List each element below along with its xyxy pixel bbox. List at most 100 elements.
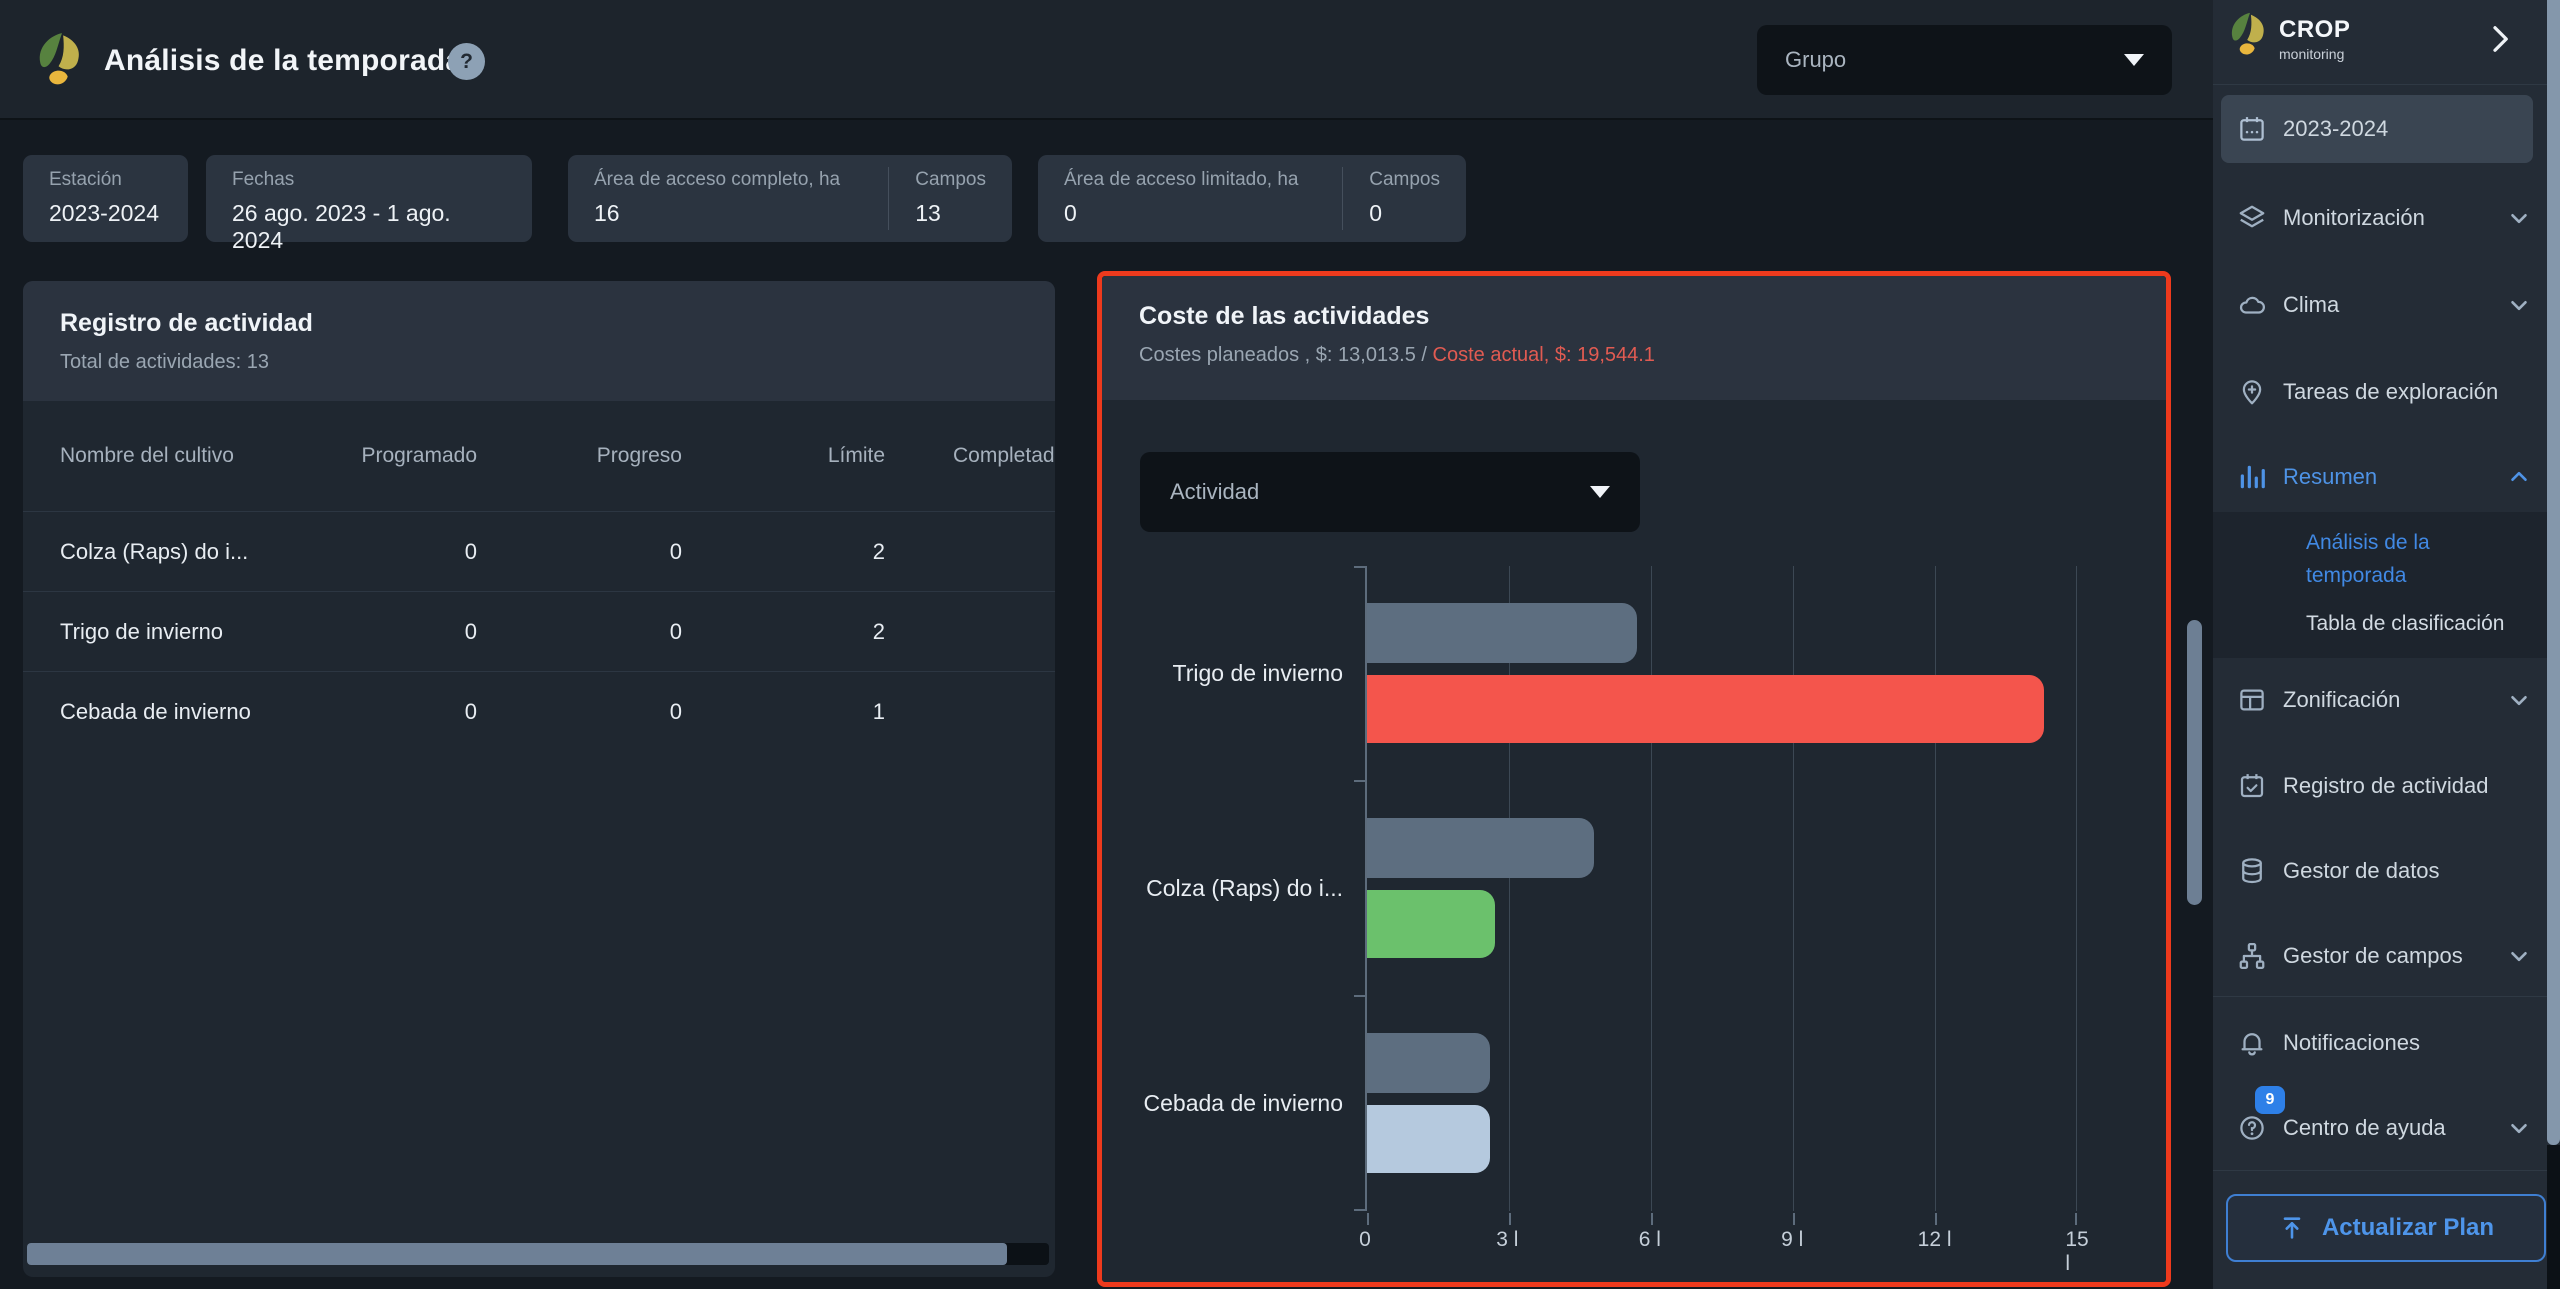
table-row[interactable]: Trigo de invierno 0 0 2 bbox=[23, 591, 1055, 671]
table-row[interactable]: Cebada de invierno 0 0 1 bbox=[23, 671, 1055, 751]
caret-down-icon bbox=[1590, 486, 1610, 498]
sidebar-item-notifications[interactable]: Notificaciones bbox=[2221, 1011, 2548, 1075]
cell-scheduled: 0 bbox=[330, 619, 477, 645]
collapse-sidebar-icon[interactable] bbox=[2485, 20, 2515, 58]
axis-tick bbox=[1354, 780, 1365, 782]
planned-cost-bar[interactable] bbox=[1367, 818, 1594, 878]
actual-cost-bar[interactable] bbox=[1367, 890, 1495, 958]
cell-crop-name: Colza (Raps) do i... bbox=[60, 539, 330, 565]
chevron-down-icon bbox=[2506, 292, 2532, 318]
chevron-up-icon bbox=[2506, 464, 2532, 490]
full-access-area-label: Área de acceso completo, ha bbox=[594, 169, 862, 191]
sidebar-item-data-manager[interactable]: Gestor de datos bbox=[2221, 839, 2548, 903]
cell-progress: 0 bbox=[477, 539, 682, 565]
sidebar-item-label: Gestor de campos bbox=[2283, 943, 2463, 969]
axis-tick-label: 9 l bbox=[1781, 1228, 1803, 1252]
cell-progress: 0 bbox=[477, 699, 682, 725]
table-row[interactable]: Colza (Raps) do i... 0 0 2 bbox=[23, 511, 1055, 591]
activity-log-subtitle: Total de actividades: 13 bbox=[60, 351, 1055, 374]
axis-tick bbox=[1354, 566, 1365, 568]
sidebar-item-label: Zonificación bbox=[2283, 687, 2400, 713]
cell-scheduled: 0 bbox=[330, 699, 477, 725]
dates-filter-label: Fechas bbox=[232, 169, 506, 191]
category-label: Cebada de invierno bbox=[1102, 996, 1357, 1211]
horizontal-scrollbar-track[interactable] bbox=[27, 1243, 1049, 1265]
page-title: Análisis de la temporada bbox=[104, 44, 462, 78]
col-limit: Límite bbox=[682, 444, 885, 468]
limited-access-fields-label: Campos bbox=[1369, 169, 1440, 191]
horizontal-scrollbar-thumb[interactable] bbox=[27, 1243, 1007, 1265]
submenu-item-season-analysis[interactable]: Análisis de la temporada bbox=[2306, 526, 2486, 592]
activity-table-header: Nombre del cultivo Programado Progreso L… bbox=[23, 401, 1055, 511]
sidebar-item-field-manager[interactable]: Gestor de campos bbox=[2221, 924, 2548, 988]
category-label: Trigo de invierno bbox=[1102, 566, 1357, 781]
axis-tick-label: 0 bbox=[1359, 1228, 1371, 1252]
planned-cost-bar[interactable] bbox=[1367, 1033, 1490, 1093]
sidebar-item-label: Tareas de exploración bbox=[2283, 379, 2498, 405]
cost-panel-highlight-outline: Coste de las actividades Costes planeado… bbox=[1097, 271, 2171, 1287]
submenu-item-leaderboard[interactable]: Tabla de clasificación bbox=[2306, 612, 2504, 636]
sidebar-season-selector[interactable]: 2023-2024 bbox=[2221, 95, 2533, 163]
axis-tick bbox=[2075, 1213, 2077, 1225]
sidebar-item-label: Monitorización bbox=[2283, 205, 2425, 231]
cell-scheduled: 0 bbox=[330, 539, 477, 565]
season-filter-chip[interactable]: Estación 2023-2024 bbox=[23, 155, 188, 242]
crop-monitoring-logo-icon bbox=[2227, 12, 2273, 64]
cost-panel-subtitle: Costes planeados , $: 13,013.5 / Coste a… bbox=[1139, 344, 2166, 367]
axis-tick-label: 15 l bbox=[2065, 1228, 2088, 1276]
limited-access-fields: Campos 0 bbox=[1343, 155, 1466, 242]
sidebar-item-scouting[interactable]: Tareas de exploración bbox=[2221, 360, 2548, 424]
sidebar-scrollbar-track bbox=[2547, 1145, 2560, 1289]
category-label: Colza (Raps) do i... bbox=[1102, 781, 1357, 996]
activity-log-panel: Registro de actividad Total de actividad… bbox=[23, 281, 1055, 1277]
axis-tick bbox=[1509, 1213, 1511, 1225]
help-center-badge: 9 bbox=[2255, 1086, 2285, 1114]
cell-limit: 2 bbox=[682, 619, 885, 645]
season-filter-value: 2023-2024 bbox=[49, 200, 162, 227]
axis-tick bbox=[1367, 1213, 1369, 1225]
axis-tick-label: 6 l bbox=[1639, 1228, 1661, 1252]
group-dropdown-value: Grupo bbox=[1785, 47, 1846, 73]
cell-progress: 0 bbox=[477, 619, 682, 645]
top-header: Análisis de la temporada ? Grupo bbox=[0, 0, 2213, 120]
sidebar-item-summary[interactable]: Resumen bbox=[2221, 445, 2548, 509]
sidebar-item-zoning[interactable]: Zonificación bbox=[2221, 668, 2548, 732]
bell-icon bbox=[2221, 1028, 2283, 1058]
dates-filter-chip[interactable]: Fechas 26 ago. 2023 - 1 ago. 2024 bbox=[206, 155, 532, 242]
cell-limit: 2 bbox=[682, 539, 885, 565]
sidebar-scrollbar-thumb[interactable] bbox=[2547, 0, 2560, 1145]
activity-dropdown[interactable]: Actividad bbox=[1140, 452, 1640, 532]
sidebar-item-monitoring[interactable]: Monitorización bbox=[2221, 186, 2548, 250]
help-icon[interactable]: ? bbox=[448, 43, 485, 80]
sidebar-season-label: 2023-2024 bbox=[2283, 116, 2388, 142]
divider bbox=[2213, 1170, 2560, 1171]
activity-table: Nombre del cultivo Programado Progreso L… bbox=[23, 401, 1055, 751]
limited-access-area-label: Área de acceso limitado, ha bbox=[1064, 169, 1316, 191]
sidebar-item-label: Centro de ayuda bbox=[2283, 1115, 2446, 1141]
caret-down-icon bbox=[2124, 54, 2144, 66]
summary-submenu: Análisis de la temporada Tabla de clasif… bbox=[2213, 512, 2560, 658]
chart-band-barley bbox=[1367, 996, 2077, 1211]
page-scrollbar-thumb[interactable] bbox=[2187, 620, 2202, 905]
planned-cost-bar[interactable] bbox=[1367, 603, 1637, 663]
database-icon bbox=[2221, 856, 2283, 886]
sidebar-item-activity-log[interactable]: Registro de actividad bbox=[2221, 754, 2548, 818]
divider bbox=[2213, 84, 2560, 85]
calendar-check-icon bbox=[2221, 771, 2283, 801]
upgrade-plan-button[interactable]: Actualizar Plan bbox=[2226, 1194, 2546, 1262]
cost-bar-chart bbox=[1365, 566, 2077, 1211]
axis-tick bbox=[1354, 1209, 1365, 1211]
actual-cost-bar[interactable] bbox=[1367, 1105, 1490, 1173]
sidebar-item-weather[interactable]: Clima bbox=[2221, 273, 2548, 337]
sitemap-icon bbox=[2221, 941, 2283, 971]
cost-panel-header: Coste de las actividades Costes planeado… bbox=[1102, 276, 2166, 400]
calendar-icon bbox=[2221, 114, 2283, 144]
full-access-area-value: 16 bbox=[594, 200, 862, 227]
group-dropdown[interactable]: Grupo bbox=[1757, 25, 2172, 95]
app-root: Análisis de la temporada ? Grupo Estació… bbox=[0, 0, 2560, 1289]
brand-name: CROP bbox=[2279, 16, 2350, 44]
axis-tick bbox=[1793, 1213, 1795, 1225]
actual-cost-bar[interactable] bbox=[1367, 675, 2044, 743]
cell-crop-name: Trigo de invierno bbox=[60, 619, 330, 645]
axis-tick-label: 12 l bbox=[1918, 1228, 1952, 1252]
